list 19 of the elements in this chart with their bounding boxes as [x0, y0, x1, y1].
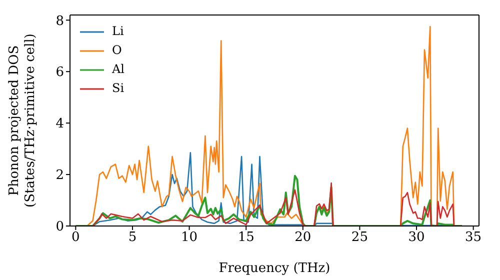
x-tick-label: 25: [351, 230, 368, 246]
x-tick-label: 15: [238, 230, 254, 246]
legend-label: Al: [112, 61, 125, 78]
legend-label: O: [112, 42, 122, 59]
x-tick-label: 35: [465, 230, 482, 246]
y-tick-label: 6: [56, 65, 64, 80]
y-tick-label: 2: [56, 168, 64, 184]
y-tick-label: 0: [56, 220, 64, 235]
x-tick-label: 30: [408, 230, 425, 246]
legend-label: Si: [112, 80, 124, 97]
x-tick-label: 5: [128, 230, 137, 246]
x-tick-label: 10: [181, 230, 198, 246]
legend-label: Li: [112, 23, 124, 40]
x-axis-title: Frequency (THz): [218, 261, 330, 276]
x-tick-label: 20: [294, 230, 312, 246]
y-axis-title: Phonon projected DOS (States/THz·primitive cell): [7, 33, 38, 208]
x-tick-label: 0: [72, 230, 80, 246]
y-tick-label: 4: [56, 116, 64, 132]
y-tick-label: 8: [56, 14, 64, 29]
